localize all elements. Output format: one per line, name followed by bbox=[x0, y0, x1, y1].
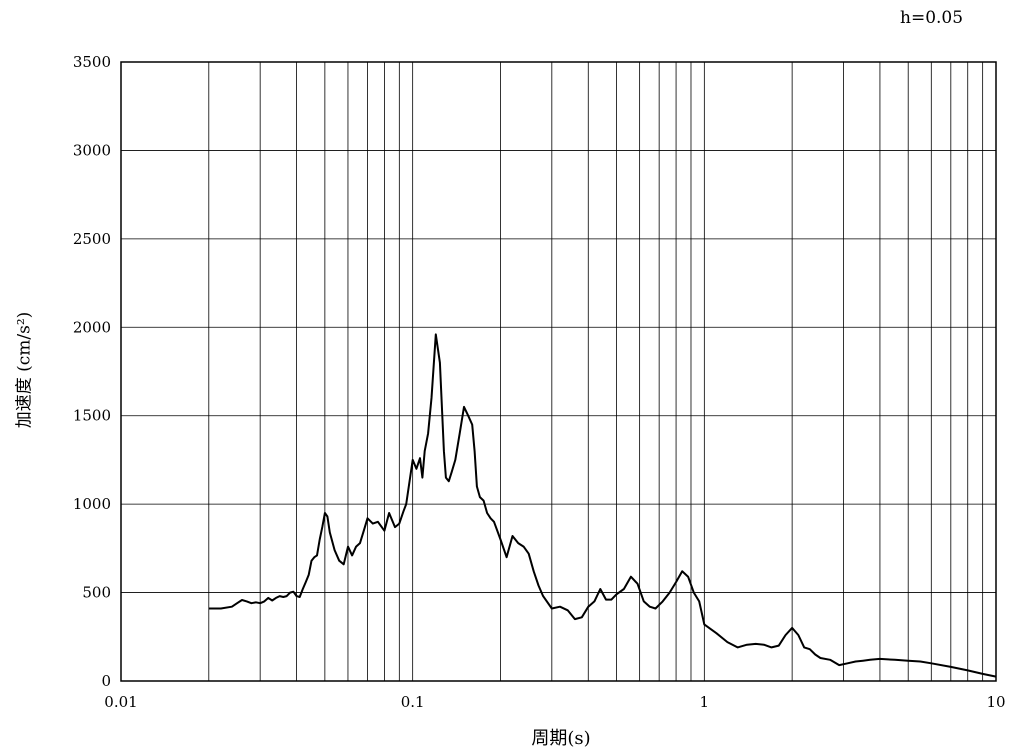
y-tick-label: 2000 bbox=[73, 318, 111, 336]
y-tick-label: 1000 bbox=[73, 495, 111, 513]
damping-label: h=0.05 bbox=[900, 8, 964, 28]
y-tick-label: 2500 bbox=[73, 230, 111, 248]
y-tick-label: 1500 bbox=[73, 407, 111, 425]
x-tick-label: 0.01 bbox=[104, 693, 137, 711]
x-axis-label: 周期(s) bbox=[531, 728, 591, 749]
x-tick-label: 0.1 bbox=[401, 693, 425, 711]
plot-frame bbox=[120, 61, 997, 682]
grid-layer bbox=[121, 62, 996, 681]
tick-label-layer: 0.01 0.1 1 10 0 500 1000 1500 2000 2500 3000 3500 bbox=[73, 53, 1006, 711]
curve-layer bbox=[208, 333, 997, 678]
y-tick-label: 500 bbox=[82, 584, 111, 602]
y-tick-label: 3500 bbox=[73, 53, 111, 71]
y-tick-label: 3000 bbox=[73, 141, 111, 159]
x-tick-label: 10 bbox=[986, 693, 1005, 711]
frame-layer bbox=[120, 61, 997, 682]
x-tick-label: 1 bbox=[700, 693, 710, 711]
spectrum-curve bbox=[208, 333, 997, 678]
y-tick-label: 0 bbox=[101, 672, 111, 690]
